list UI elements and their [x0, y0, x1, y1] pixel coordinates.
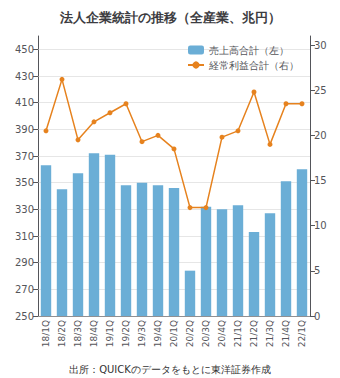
svg-text:19/3Q: 19/3Q: [137, 320, 147, 347]
svg-text:20: 20: [314, 130, 327, 141]
svg-text:370: 370: [15, 151, 34, 162]
svg-text:18/3Q: 18/3Q: [73, 320, 83, 347]
svg-text:290: 290: [15, 257, 34, 268]
svg-text:経常利益合計（右）: 経常利益合計（右）: [208, 60, 299, 71]
svg-text:18/1Q: 18/1Q: [41, 320, 51, 347]
svg-text:30: 30: [314, 40, 327, 51]
svg-text:10: 10: [314, 220, 327, 231]
svg-text:20/1Q: 20/1Q: [169, 320, 179, 347]
svg-text:21/4Q: 21/4Q: [281, 320, 291, 347]
svg-text:19/2Q: 19/2Q: [121, 320, 131, 347]
svg-text:18/2Q: 18/2Q: [57, 320, 67, 347]
svg-text:21/2Q: 21/2Q: [249, 320, 259, 347]
svg-text:15: 15: [314, 175, 327, 186]
svg-text:法人企業統計の推移（全産業、兆円）: 法人企業統計の推移（全産業、兆円）: [59, 10, 281, 25]
svg-text:18/4Q: 18/4Q: [89, 320, 99, 347]
svg-text:430: 430: [15, 71, 34, 82]
svg-text:5: 5: [314, 265, 320, 276]
svg-text:20/2Q: 20/2Q: [185, 320, 195, 347]
svg-text:350: 350: [15, 177, 34, 188]
svg-text:250: 250: [15, 311, 34, 322]
svg-text:20/4Q: 20/4Q: [217, 320, 227, 347]
svg-text:19/1Q: 19/1Q: [105, 320, 115, 347]
svg-text:330: 330: [15, 204, 34, 215]
svg-text:22/1Q: 22/1Q: [297, 320, 307, 347]
svg-text:出所：QUICKのデータをもとに東洋証券作成: 出所：QUICKのデータをもとに東洋証券作成: [69, 364, 271, 375]
svg-text:450: 450: [15, 44, 34, 55]
svg-text:20/3Q: 20/3Q: [201, 320, 211, 347]
svg-text:390: 390: [15, 124, 34, 135]
svg-text:21/1Q: 21/1Q: [233, 320, 243, 347]
svg-text:25: 25: [314, 85, 327, 96]
svg-text:21/3Q: 21/3Q: [265, 320, 275, 347]
svg-text:410: 410: [15, 97, 34, 108]
svg-text:売上高合計（左）: 売上高合計（左）: [209, 45, 289, 56]
svg-text:270: 270: [15, 284, 34, 295]
svg-text:310: 310: [15, 231, 34, 242]
svg-text:0: 0: [314, 311, 320, 322]
svg-text:19/4Q: 19/4Q: [153, 320, 163, 347]
